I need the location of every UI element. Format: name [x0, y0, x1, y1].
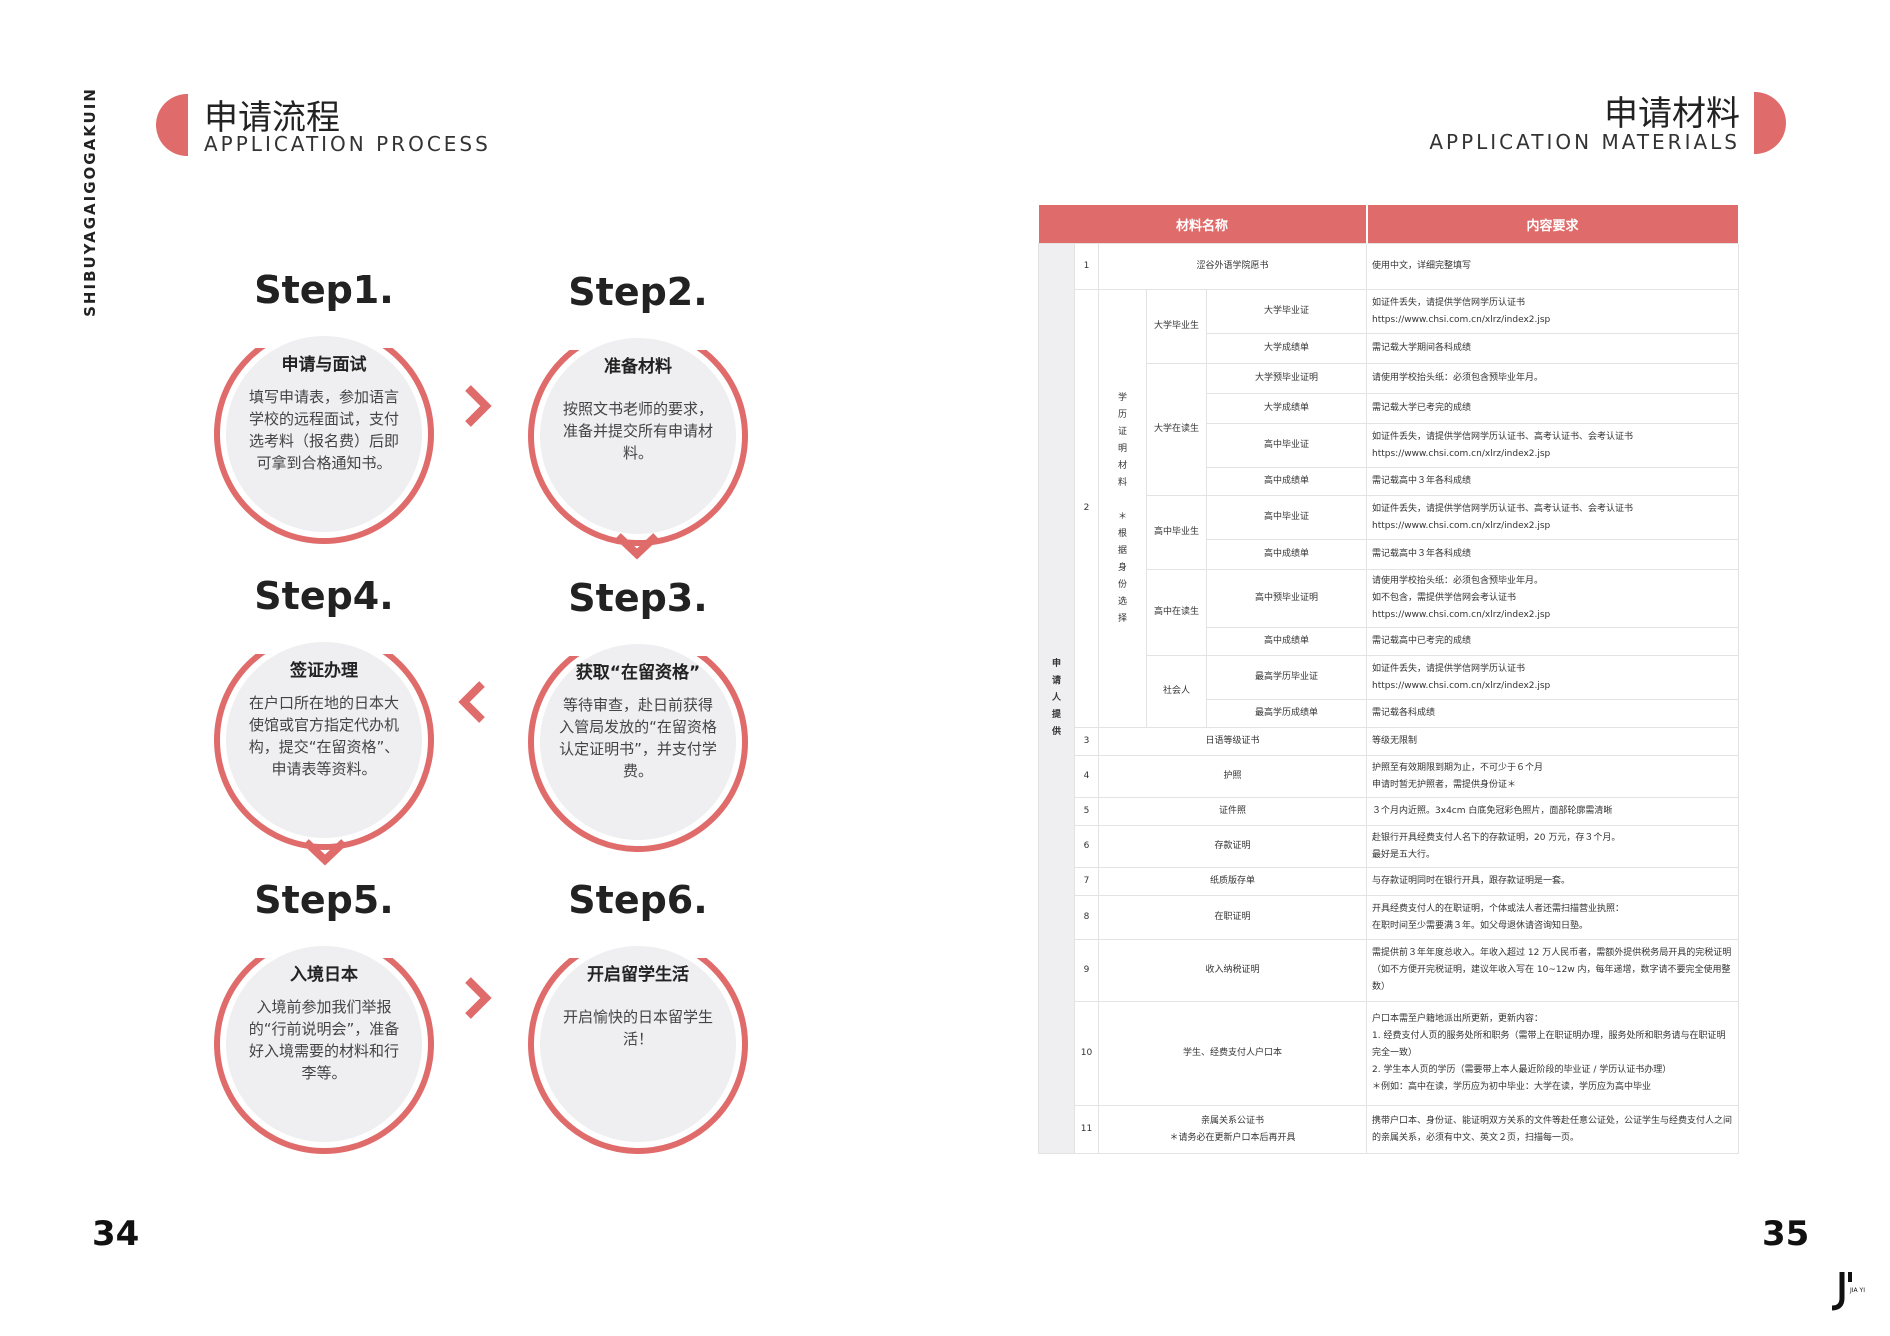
step-title: Step6. [568, 878, 708, 922]
chevron-right-icon [465, 385, 492, 427]
step-description: 按照文书老师的要求，准备并提交所有申请材料。 [562, 400, 713, 462]
page-number-right: 35 [1762, 1214, 1810, 1254]
chevron-down-icon [303, 839, 347, 866]
step-subtitle: 获取“在留资格” [575, 663, 701, 683]
step-title: Step2. [568, 270, 708, 314]
step-description: 开启愉快的日本留学生活！ [562, 1008, 713, 1048]
step-subtitle: 申请与面试 [281, 355, 367, 375]
step-subtitle: 准备材料 [604, 357, 672, 377]
step-subtitle: 开启留学生活 [587, 965, 689, 985]
step-subtitle: 签证办理 [290, 661, 358, 681]
materials-table: 材料名称 内容要求 申请人提供 1 涩谷外语学院愿书 使用中文，详细完整填写 2… [1038, 205, 1740, 1154]
page-number-left: 34 [92, 1214, 140, 1254]
chevron-right-icon [465, 977, 492, 1019]
step-description: 在户口所在地的日本大使馆或官方指定代办机构，提交“在留资格”、申请表等资料。 [248, 694, 400, 778]
step-title: Step3. [568, 576, 708, 620]
step-subtitle: 入境日本 [290, 965, 358, 985]
right-header-cn: 申请材料 [1604, 94, 1740, 134]
vertical-title: SHIBUYAGAIGOGAKUIN [81, 87, 99, 317]
edu-label: 学历证明材料 ＊根据身份选择 [1098, 289, 1147, 728]
step-description: 填写申请表，参加语言学校的远程面试，支付选考料（报名费）后即可拿到合格通知书。 [248, 388, 399, 472]
svg-text:JIA YI: JIA YI [1849, 1287, 1865, 1294]
left-header-cn: 申请流程 [204, 98, 340, 138]
step-description: 等待审查，赴日前获得入管局发放的“在留资格认定证明书”，并支付学费。 [559, 696, 717, 780]
side-label: 申请人提供 [1038, 243, 1075, 1154]
header-right-decoration [1754, 92, 1786, 154]
step-title: Step1. [254, 268, 394, 312]
step-title: Step1. [254, 268, 394, 312]
step-title: Step5. [254, 878, 394, 922]
step-title: Step4. [254, 574, 394, 618]
chevron-down-icon [615, 533, 659, 560]
column-header-name: 材料名称 [1038, 205, 1368, 244]
jiayi-logo: JIA YI [1831, 1272, 1865, 1311]
column-header-requirement: 内容要求 [1366, 205, 1740, 244]
right-header-en: APPLICATION MATERIALS [1429, 130, 1740, 154]
step-description: 入境前参加我们举报的“行前说明会”，准备好入境需要的材料和行李等。 [248, 998, 400, 1082]
header-left-decoration [156, 94, 188, 156]
left-header-en: APPLICATION PROCESS [204, 132, 491, 156]
chevron-left-icon [458, 681, 485, 723]
